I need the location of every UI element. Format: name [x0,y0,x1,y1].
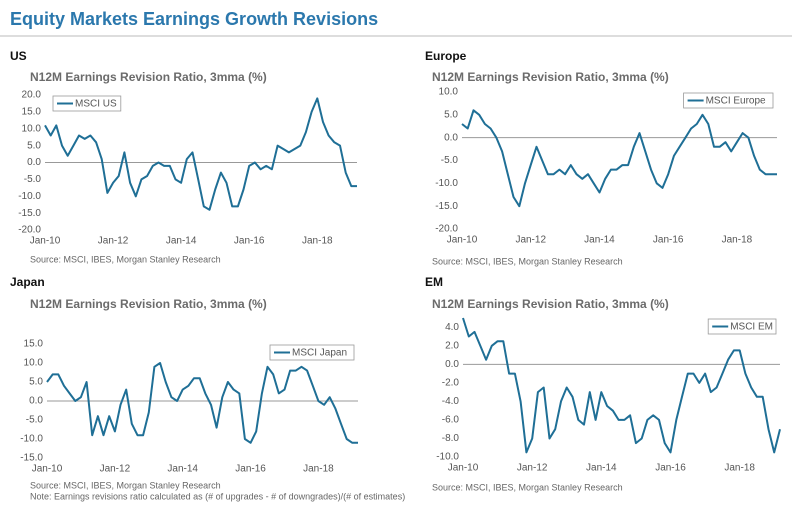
legend-label: MSCI EM [730,322,773,333]
y-tick-label: -10.0 [20,434,43,445]
y-tick-label: -8.0 [442,433,460,444]
y-tick-label: -5.0 [441,155,459,166]
y-tick-label: 0.0 [29,396,43,407]
x-tick-label: Jan-18 [302,236,333,247]
x-tick-label: Jan-18 [303,464,334,475]
series-line [46,362,358,444]
y-tick-label: -15.0 [20,453,43,464]
series-line [462,317,781,454]
x-tick-label: Jan-12 [515,235,546,246]
legend-box [269,344,355,361]
y-tick-label: 0.0 [445,359,459,370]
y-tick-label: -15.0 [435,201,458,212]
source: Source: MSCI, IBES, Morgan Stanley Resea… [30,254,221,264]
y-tick-label: -4.0 [442,396,460,407]
x-tick-label: Jan-10 [447,235,478,246]
y-tick-label: 4.0 [445,322,459,333]
y-tick-label: 0.0 [27,157,41,168]
legend-box [52,95,122,112]
x-tick-label: Jan-16 [655,463,686,474]
y-tick-label: -5.0 [26,415,44,426]
y-tick-label: 2.0 [445,340,459,351]
legend-label: MSCI US [75,99,117,110]
y-tick-label: -20.0 [435,224,458,235]
page-title: Equity Markets Earnings Growth Revisions [10,9,378,29]
y-tick-label: -20.0 [18,225,41,236]
y-tick-label: 5.0 [29,377,43,388]
note: Note: Earnings revisions ratio calculate… [30,491,405,501]
legend-box [707,318,777,335]
source: Source: MSCI, IBES, Morgan Stanley Resea… [432,482,623,492]
y-tick-label: 15.0 [24,339,44,350]
y-tick-label: 5.0 [27,140,41,151]
x-tick-label: Jan-18 [722,235,753,246]
y-tick-label: -10.0 [18,191,41,202]
x-tick-label: Jan-12 [100,464,131,475]
x-tick-label: Jan-16 [653,235,684,246]
x-tick-label: Jan-10 [448,463,479,474]
x-tick-label: Jan-16 [235,464,266,475]
x-tick-label: Jan-12 [517,463,548,474]
y-tick-label: 15.0 [22,107,42,118]
region-label: Japan [10,275,45,289]
y-tick-label: 5.0 [444,109,458,120]
legend-label: MSCI Japan [292,348,347,359]
y-tick-label: -10.0 [435,178,458,189]
x-tick-label: Jan-14 [584,235,615,246]
series-line [461,109,777,208]
y-tick-label: -6.0 [442,415,460,426]
y-tick-label: 0.0 [444,132,458,143]
y-tick-label: 10.0 [439,87,459,98]
y-tick-label: 20.0 [22,90,42,101]
source: Source: MSCI, IBES, Morgan Stanley Resea… [30,480,221,490]
x-tick-label: Jan-14 [166,236,197,247]
series-line [44,97,357,211]
x-tick-label: Jan-12 [98,236,129,247]
region-label: Europe [425,49,467,63]
x-tick-label: Jan-18 [724,463,755,474]
y-tick-label: 10.0 [24,358,44,369]
x-tick-label: Jan-14 [167,464,198,475]
x-tick-label: Jan-10 [32,464,63,475]
y-tick-label: -5.0 [24,174,42,185]
y-tick-label: 10.0 [22,123,42,134]
x-tick-label: Jan-10 [30,236,61,247]
y-tick-label: -10.0 [436,452,459,463]
source: Source: MSCI, IBES, Morgan Stanley Resea… [432,256,623,266]
y-tick-label: -15.0 [18,208,41,219]
chart-title: N12M Earnings Revision Ratio, 3mma (%) [30,70,267,84]
region-label: US [10,49,27,63]
chart-title: N12M Earnings Revision Ratio, 3mma (%) [432,70,669,84]
y-tick-label: -2.0 [442,378,460,389]
region-label: EM [425,275,443,289]
legend-box [683,92,774,109]
x-tick-label: Jan-14 [586,463,617,474]
chart-title: N12M Earnings Revision Ratio, 3mma (%) [30,297,267,311]
x-tick-label: Jan-16 [234,236,265,247]
legend-label: MSCI Europe [706,96,766,107]
chart-title: N12M Earnings Revision Ratio, 3mma (%) [432,297,669,311]
